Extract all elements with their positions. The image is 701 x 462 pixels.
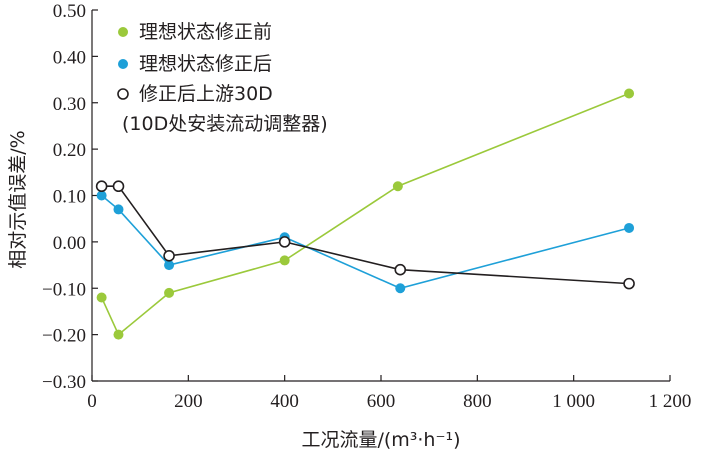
legend-marker	[118, 27, 128, 37]
x-tick-label: 200	[174, 391, 203, 412]
axes: 0 200 400 600 800 1 000 1 200 0.50 0.40 0.30 0.20…	[42, 1, 691, 412]
x-tick-label: 800	[463, 391, 492, 412]
data-point	[113, 204, 124, 215]
legend-marker	[118, 59, 128, 69]
legend-item-1: 理想状态修正前	[118, 21, 272, 43]
data-point	[624, 88, 635, 99]
series-2	[96, 190, 635, 294]
data-point	[278, 236, 291, 248]
data-point	[96, 190, 107, 201]
legend-label-line2: (10D处安装流动调整器)	[122, 113, 328, 135]
data-point	[394, 263, 407, 276]
series-1	[96, 88, 635, 340]
x-tick-label: 600	[367, 391, 396, 412]
data-point	[112, 180, 125, 193]
y-tick-label: 0.20	[53, 140, 86, 161]
x-tick-label: 1 200	[649, 391, 692, 412]
y-tick-label: 0.50	[53, 1, 86, 22]
data-point	[96, 292, 107, 303]
data-point	[164, 287, 175, 298]
legend-label: 理想状态修正后	[139, 53, 272, 75]
x-tick-label: 400	[270, 391, 299, 412]
legend-label: 修正后上游30D	[139, 83, 273, 105]
y-axis-title: 相对示值误差/%	[7, 130, 29, 268]
legend-item-2: 理想状态修正后	[118, 53, 272, 75]
data-point	[164, 260, 175, 271]
x-ticks: 0 200 400 600 800 1 000 1 200	[87, 375, 691, 412]
series-line	[101, 185, 630, 285]
data-point	[113, 329, 124, 340]
y-tick-label: −0.10	[42, 279, 86, 300]
data-point	[279, 255, 290, 266]
data-point	[624, 222, 635, 233]
legend-item-3: 修正后上游30D (10D处安装流动调整器)	[117, 83, 328, 135]
data-point	[163, 249, 175, 262]
y-tick-label: −0.20	[42, 326, 86, 347]
y-tick-label: 0.40	[53, 47, 86, 68]
series-line	[100, 92, 630, 336]
y-tick-label: 0.10	[53, 187, 86, 208]
y-ticks: 0.50 0.40 0.30 0.20 0.10 0.00 −0.10 −0.20 −0.30	[42, 1, 98, 393]
y-tick-label: 0.00	[53, 233, 86, 254]
data-point	[392, 181, 403, 192]
x-axis-title: 工况流量/(m³·h⁻¹)	[301, 429, 460, 451]
data-point	[95, 180, 108, 193]
legend-marker	[117, 88, 129, 100]
data-point	[623, 277, 635, 290]
series-3	[95, 180, 635, 290]
series-layer	[95, 88, 635, 340]
data-point	[395, 283, 406, 294]
y-tick-label: 0.30	[53, 94, 86, 115]
y-tick-label: −0.30	[42, 372, 86, 393]
legend-label: 理想状态修正前	[139, 21, 272, 43]
x-tick-label: 1 000	[552, 391, 595, 412]
series-line	[101, 194, 630, 290]
x-tick-label: 0	[87, 391, 97, 412]
